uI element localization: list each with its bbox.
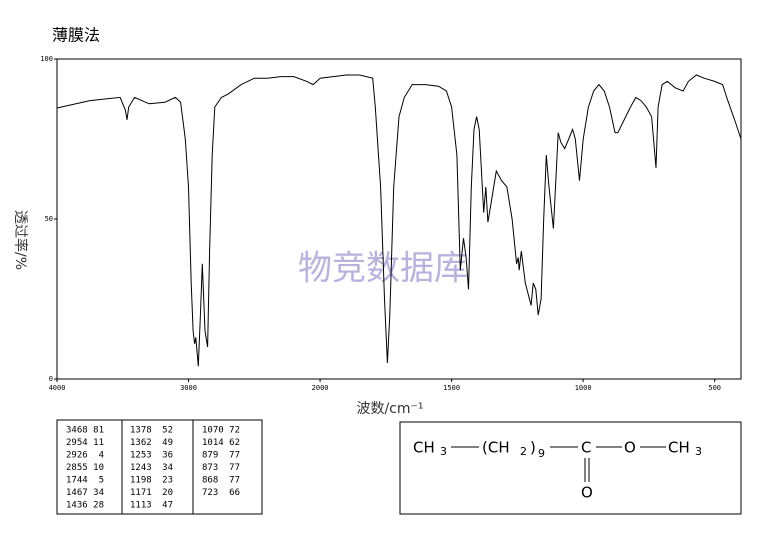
peak-transmittance: 77 — [229, 451, 240, 461]
x-tick-label: 3000 — [180, 384, 197, 392]
peak-transmittance: 36 — [162, 451, 173, 461]
atom: O — [581, 484, 593, 502]
peak-wavenumber: 1744 — [66, 476, 88, 486]
y-tick-label: 0 — [49, 375, 53, 383]
x-tick-label: 2000 — [312, 384, 329, 392]
y-axis-label: 透过率/% — [12, 210, 29, 270]
atom: O — [624, 439, 636, 457]
peak-wavenumber: 1467 — [66, 488, 88, 498]
peak-transmittance: 5 — [99, 476, 104, 486]
x-tick-label: 500 — [708, 384, 721, 392]
atom: CH — [413, 439, 435, 457]
y-tick-label: 100 — [40, 55, 53, 63]
peak-wavenumber: 879 — [202, 451, 218, 461]
peak-transmittance: 28 — [93, 501, 104, 511]
peak-wavenumber: 1198 — [130, 476, 152, 486]
peak-transmittance: 20 — [162, 488, 173, 498]
peak-transmittance: 4 — [99, 451, 104, 461]
x-tick-label: 1000 — [575, 384, 592, 392]
peak-transmittance: 77 — [229, 463, 240, 473]
peak-transmittance: 66 — [229, 488, 240, 498]
peak-wavenumber: 2855 — [66, 463, 88, 473]
atom: ) — [530, 439, 536, 457]
atom: 3 — [440, 445, 447, 458]
atom: CH — [668, 439, 690, 457]
x-tick-label: 4000 — [49, 384, 66, 392]
peak-transmittance: 34 — [162, 463, 173, 473]
peak-wavenumber: 723 — [202, 488, 218, 498]
peak-transmittance: 23 — [162, 476, 173, 486]
peak-transmittance: 81 — [93, 426, 104, 436]
peak-transmittance: 47 — [162, 501, 173, 511]
peak-wavenumber: 3468 — [66, 426, 88, 436]
peak-wavenumber: 1014 — [202, 438, 224, 448]
peak-wavenumber: 2954 — [66, 438, 88, 448]
peak-transmittance: 77 — [229, 476, 240, 486]
peak-transmittance: 72 — [229, 426, 240, 436]
structure: CH 3 (CH 2 ) 9 C O CH 3 O — [413, 439, 702, 502]
peak-wavenumber: 1243 — [130, 463, 152, 473]
spectrum-line — [56, 74, 742, 367]
plot-frame — [56, 58, 742, 380]
structure-box — [399, 421, 742, 515]
peak-wavenumber: 1378 — [130, 426, 152, 436]
peak-wavenumber: 1362 — [130, 438, 152, 448]
atom: 2 — [520, 445, 527, 458]
peak-wavenumber: 1436 — [66, 501, 88, 511]
peak-table — [56, 419, 263, 515]
peak-transmittance: 11 — [93, 438, 104, 448]
peak-transmittance: 34 — [93, 488, 104, 498]
atom: (CH — [482, 439, 510, 457]
x-axis-label: 波数/cm⁻¹ — [356, 401, 423, 417]
atom: 3 — [695, 445, 702, 458]
peak-transmittance: 52 — [162, 426, 173, 436]
chart-title: 薄膜法 — [52, 26, 100, 45]
peak-transmittance: 10 — [93, 463, 104, 473]
peak-transmittance: 49 — [162, 438, 173, 448]
x-tick-label: 1500 — [443, 384, 460, 392]
peak-transmittance: 62 — [229, 438, 240, 448]
peak-wavenumber: 2926 — [66, 451, 88, 461]
y-tick-label: 50 — [45, 215, 53, 223]
peak-wavenumber: 868 — [202, 476, 218, 486]
peak-wavenumber: 1171 — [130, 488, 152, 498]
peak-wavenumber: 1113 — [130, 501, 152, 511]
peak-wavenumber: 873 — [202, 463, 218, 473]
peak-wavenumber: 1070 — [202, 426, 224, 436]
atom: 9 — [538, 447, 545, 460]
atom: C — [581, 439, 591, 457]
peak-wavenumber: 1253 — [130, 451, 152, 461]
